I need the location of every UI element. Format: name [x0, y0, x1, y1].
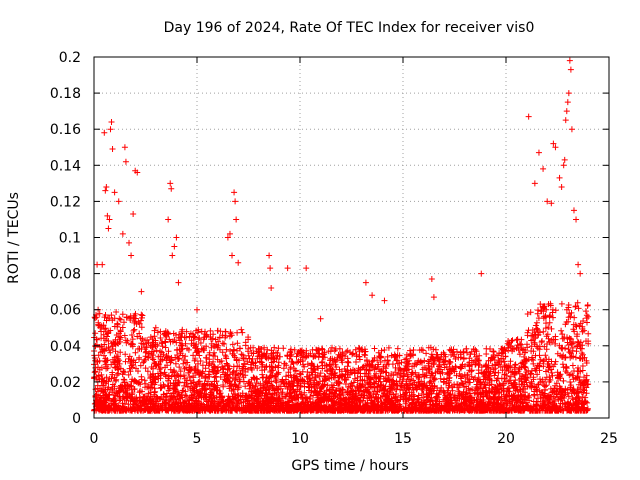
y-tick-label: 0.08 [50, 267, 81, 283]
data-point [430, 294, 437, 301]
data-point [317, 315, 324, 322]
data-point [104, 212, 111, 219]
axis-ticks: 0 5 10 15 20 25 0 0.02 0.04 0.06 0.08 0.1 0.12 0.14 0.… [50, 50, 618, 447]
x-tick-label: 25 [600, 431, 618, 447]
data-point [567, 66, 574, 73]
data-point [99, 261, 106, 268]
data-point [267, 265, 274, 272]
x-tick-label: 0 [90, 431, 99, 447]
data-point [168, 185, 175, 192]
data-point [107, 126, 114, 133]
y-axis-label: ROTI / TECUs [6, 192, 22, 284]
data-point [428, 276, 435, 283]
data-point [122, 158, 129, 165]
y-tick-label: 0.02 [50, 375, 81, 391]
data-point [284, 265, 291, 272]
x-tick-label: 20 [497, 431, 515, 447]
data-point [266, 252, 273, 259]
data-point [233, 216, 240, 223]
data-point [173, 234, 180, 241]
data-point [152, 324, 159, 331]
data-point [548, 200, 555, 207]
data-point [558, 183, 565, 190]
data-point [478, 270, 485, 277]
data-point [565, 90, 572, 97]
data-point [103, 183, 110, 190]
data-point [535, 149, 542, 156]
data-point [540, 165, 547, 172]
data-point [105, 225, 112, 232]
background-points [91, 299, 592, 414]
data-point [194, 306, 200, 313]
data-point [556, 174, 563, 181]
y-tick-label: 0.2 [59, 50, 81, 66]
data-point [566, 57, 573, 64]
chart-title: Day 196 of 2024, Rate Of TEC Index for r… [164, 20, 535, 36]
grid-lines [94, 57, 609, 418]
y-tick-label: 0 [72, 411, 81, 427]
data-point [561, 156, 568, 163]
data-point [102, 187, 109, 194]
data-point [130, 211, 137, 218]
data-point [550, 140, 557, 147]
x-axis-label: GPS time / hours [291, 458, 408, 474]
data-point [573, 216, 580, 223]
data-point [562, 117, 569, 124]
data-point [126, 239, 133, 246]
data-point [544, 198, 551, 205]
x-tick-label: 10 [291, 431, 309, 447]
data-point [575, 261, 582, 268]
data-point [231, 189, 238, 196]
background-point-cloud [91, 299, 592, 414]
data-point [369, 292, 376, 299]
data-point [165, 216, 172, 223]
data-point [119, 230, 126, 237]
data-point [134, 169, 141, 176]
data-point [235, 259, 242, 266]
y-tick-label: 0.1 [59, 231, 81, 247]
data-point [138, 288, 145, 295]
y-tick-label: 0.14 [50, 158, 81, 174]
data-point [564, 99, 571, 106]
data-point [111, 189, 118, 196]
data-point [303, 265, 310, 272]
y-tick-label: 0.04 [50, 339, 81, 355]
data-point [362, 279, 369, 286]
x-tick-label: 15 [394, 431, 412, 447]
y-tick-label: 0.12 [50, 194, 81, 210]
data-point [171, 243, 178, 250]
data-point [568, 126, 575, 133]
y-tick-label: 0.16 [50, 122, 81, 138]
data-point [577, 270, 584, 277]
data-point [268, 285, 275, 292]
data-point [525, 113, 532, 120]
y-tick-label: 0.06 [50, 303, 81, 319]
data-point [169, 252, 176, 259]
data-point [224, 234, 231, 241]
data-point [94, 261, 101, 268]
data-point [109, 146, 116, 153]
data-point [106, 216, 113, 223]
data-point [229, 252, 236, 259]
data-point [167, 180, 174, 187]
data-point [232, 198, 239, 205]
data-point [560, 162, 567, 169]
data-point [531, 180, 538, 187]
data-point [128, 252, 135, 259]
data-point [563, 108, 570, 115]
data-point [101, 129, 108, 136]
data-point [108, 118, 115, 125]
data-point [97, 324, 104, 331]
data-point [552, 144, 559, 151]
data-point [121, 144, 128, 151]
data-point [115, 198, 122, 205]
data-point [381, 297, 388, 304]
y-tick-label: 0.18 [50, 86, 81, 102]
data-point [570, 207, 577, 214]
x-tick-label: 5 [193, 431, 202, 447]
data-point [226, 230, 233, 237]
data-point [175, 279, 182, 286]
